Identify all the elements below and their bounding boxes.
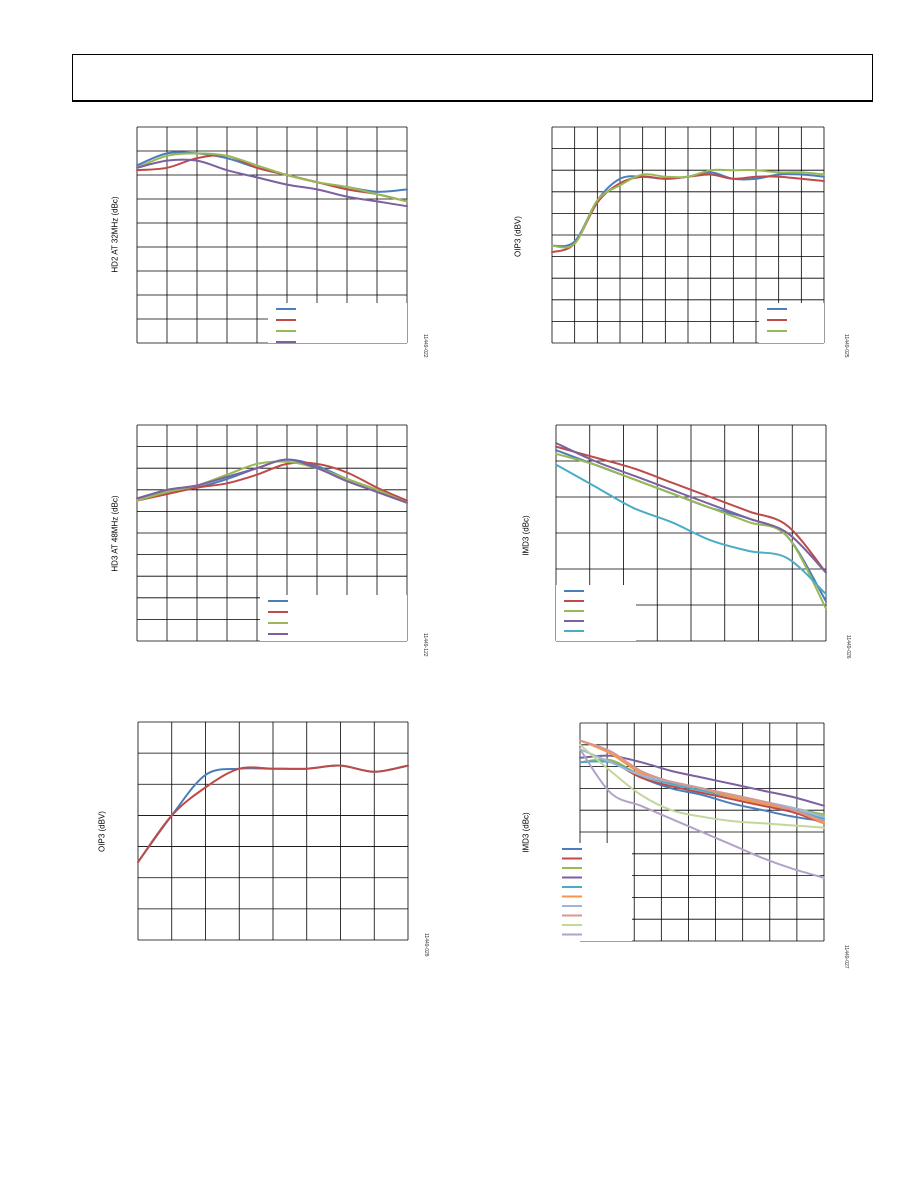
legend — [260, 595, 407, 641]
chart-oip3-right — [551, 126, 825, 344]
chart-oip3-left — [137, 721, 409, 941]
chart-imd3-top-figure-id: 11449-026 — [845, 635, 851, 659]
plot-grid — [555, 424, 827, 642]
chart-hd2-ylabel: HD2 AT 32MHz (dBc) — [110, 196, 120, 273]
legend — [268, 303, 407, 343]
chart-oip3-left-plot — [137, 721, 409, 941]
chart-hd2-plot — [136, 126, 408, 344]
chart-oip3-right-ylabel: OIP3 (dBV) — [513, 216, 523, 257]
legend — [556, 585, 636, 641]
series-line — [579, 739, 825, 823]
series-line — [555, 445, 827, 574]
chart-hd2-figure-id: 11449-022 — [422, 334, 428, 358]
series-line — [579, 760, 825, 825]
chart-oip3-right-figure-id: 11449-025 — [843, 334, 849, 358]
series-line — [579, 748, 825, 818]
plot-grid — [137, 721, 409, 941]
series-line — [136, 460, 408, 504]
series-line — [136, 458, 408, 504]
series-line — [555, 452, 827, 610]
series-line — [555, 442, 827, 574]
series-line — [579, 748, 825, 879]
chart-hd2-32mhz — [136, 126, 408, 344]
chart-hd3-ylabel: HD3 AT 48MHz (dBc) — [110, 495, 120, 572]
legend — [759, 303, 824, 343]
series-line — [555, 463, 827, 596]
series-line — [579, 743, 825, 829]
page-header-box — [72, 54, 873, 102]
chart-imd3-top-plot — [555, 424, 827, 642]
chart-imd3-top-ylabel: IMD3 (dBc) — [521, 515, 531, 556]
series-line — [551, 168, 825, 249]
chart-oip3-right-plot — [551, 126, 825, 344]
series-line — [136, 154, 408, 203]
legend-box — [556, 585, 636, 641]
chart-hd3-48mhz — [136, 424, 408, 642]
chart-oip3-left-ylabel: OIP3 (dBV) — [97, 811, 107, 852]
chart-imd3-top — [555, 424, 827, 642]
chart-imd3-bottom-figure-id: 11449-027 — [843, 945, 849, 969]
chart-imd3-bottom-plot — [554, 722, 825, 942]
series-line — [136, 152, 408, 203]
series-line — [137, 764, 409, 864]
chart-imd3-bottom — [554, 722, 825, 942]
chart-imd3-bottom-ylabel: IMD3 (dBc) — [521, 812, 531, 853]
chart-oip3-left-figure-id: 11449-028 — [423, 933, 429, 957]
chart-hd3-plot — [136, 424, 408, 642]
series-line — [136, 158, 408, 208]
chart-hd3-figure-id: 11449-122 — [422, 633, 428, 657]
legend — [554, 843, 632, 941]
series-line — [136, 461, 408, 502]
